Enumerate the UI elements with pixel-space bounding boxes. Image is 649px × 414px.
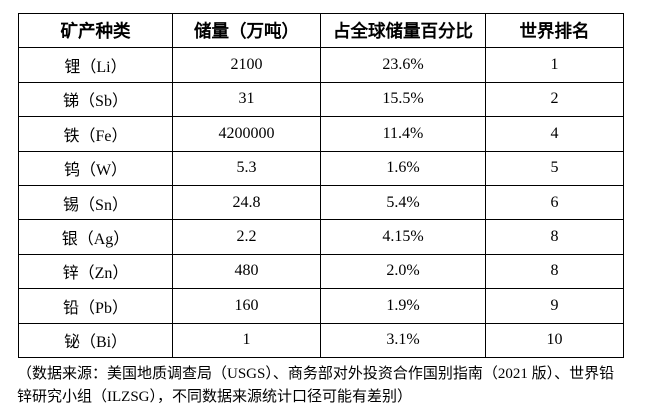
cell-reserves: 31 bbox=[172, 81, 321, 118]
data-source-note: （数据来源：美国地质调查局（USGS）、商务部对外投资合作国别指南（2021 版… bbox=[17, 363, 645, 408]
cell-reserves: 160 bbox=[172, 288, 321, 324]
cell-mineral: 银（Ag） bbox=[18, 219, 173, 255]
table-row: 锡（Sn） 24.8 5.4% 6 bbox=[18, 184, 624, 221]
table-row: 铅（Pb） 160 1.9% 9 bbox=[18, 288, 624, 324]
cell-global-share: 3.1% bbox=[320, 322, 486, 358]
cell-reserves: 480 bbox=[172, 253, 321, 290]
cell-reserves: 2.2 bbox=[172, 219, 321, 255]
table-row: 锌（Zn） 480 2.0% 8 bbox=[18, 253, 624, 290]
source-note-line-2: 锌研究小组（ILZSG），不同数据来源统计口径可能有差别） bbox=[17, 388, 412, 405]
table-row: 锂（Li） 2100 23.6% 1 bbox=[18, 47, 624, 83]
column-header-mineral-type: 矿产种类 bbox=[18, 12, 173, 49]
cell-reserves: 1 bbox=[172, 322, 321, 358]
column-header-global-share: 占全球储量百分比 bbox=[320, 12, 486, 49]
table-row: 钨（W） 5.3 1.6% 5 bbox=[18, 150, 624, 186]
cell-world-rank: 5 bbox=[485, 150, 624, 186]
cell-global-share: 5.4% bbox=[320, 184, 486, 221]
cell-reserves: 2100 bbox=[172, 47, 321, 83]
column-header-world-rank: 世界排名 bbox=[485, 12, 624, 49]
cell-world-rank: 1 bbox=[485, 47, 624, 83]
cell-reserves: 24.8 bbox=[172, 184, 321, 221]
cell-global-share: 2.0% bbox=[320, 253, 486, 290]
cell-world-rank: 4 bbox=[485, 116, 624, 152]
cell-mineral: 锡（Sn） bbox=[18, 184, 173, 221]
cell-world-rank: 8 bbox=[485, 253, 624, 290]
cell-mineral: 铋（Bi） bbox=[18, 322, 173, 358]
cell-world-rank: 6 bbox=[485, 184, 624, 221]
cell-global-share: 11.4% bbox=[320, 116, 486, 152]
cell-reserves: 5.3 bbox=[172, 150, 321, 186]
cell-world-rank: 9 bbox=[485, 288, 624, 324]
column-header-reserves: 储量（万吨） bbox=[172, 12, 321, 49]
cell-global-share: 4.15% bbox=[320, 219, 486, 255]
table-row: 铋（Bi） 1 3.1% 10 bbox=[18, 322, 624, 358]
cell-mineral: 锌（Zn） bbox=[18, 253, 173, 290]
header-row: 矿产种类 储量（万吨） 占全球储量百分比 世界排名 bbox=[18, 12, 624, 49]
table-row: 铁（Fe） 4200000 11.4% 4 bbox=[18, 116, 624, 152]
cell-global-share: 23.6% bbox=[320, 47, 486, 83]
cell-world-rank: 2 bbox=[485, 81, 624, 118]
cell-mineral: 锂（Li） bbox=[18, 47, 173, 83]
cell-reserves: 4200000 bbox=[172, 116, 321, 152]
table-row: 银（Ag） 2.2 4.15% 8 bbox=[18, 219, 624, 255]
cell-mineral: 铁（Fe） bbox=[18, 116, 173, 152]
cell-mineral: 铅（Pb） bbox=[18, 288, 173, 324]
source-note-line-1: （数据来源：美国地质调查局（USGS）、商务部对外投资合作国别指南（2021 版… bbox=[17, 366, 615, 382]
cell-global-share: 1.6% bbox=[320, 150, 486, 186]
cell-world-rank: 8 bbox=[485, 219, 624, 255]
mineral-reserves-table: 矿产种类 储量（万吨） 占全球储量百分比 世界排名 锂（Li） 2100 23.… bbox=[18, 12, 624, 358]
cell-mineral: 钨（W） bbox=[18, 150, 173, 186]
cell-global-share: 15.5% bbox=[320, 81, 486, 118]
table-row: 锑（Sb） 31 15.5% 2 bbox=[18, 81, 624, 118]
cell-world-rank: 10 bbox=[485, 322, 624, 358]
cell-global-share: 1.9% bbox=[320, 288, 486, 324]
cell-mineral: 锑（Sb） bbox=[18, 81, 173, 118]
